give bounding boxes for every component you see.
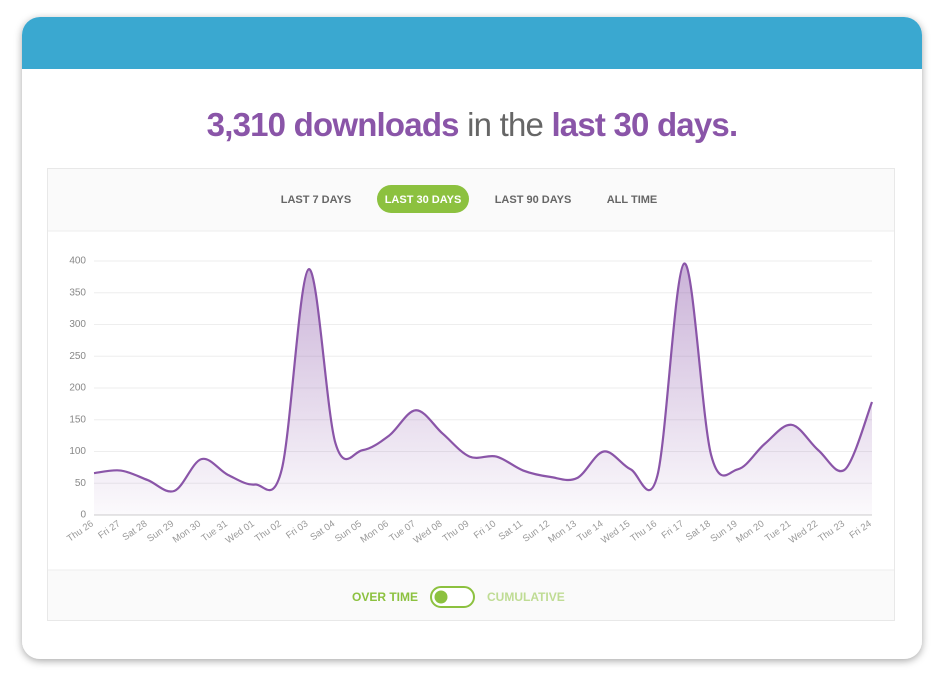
tab[interactable]: ALL TIME xyxy=(607,194,658,206)
line xyxy=(93,262,874,493)
y-tick-label: 250 xyxy=(69,351,86,362)
toggle-left-label[interactable]: OVER TIME xyxy=(352,590,418,604)
headline-count: 3,310 downloads xyxy=(207,106,459,143)
y-tick-label: 300 xyxy=(69,319,86,330)
headline: 3,310 downloads in the last 30 days. xyxy=(207,106,738,143)
header-bar xyxy=(22,17,922,69)
toggle-knob[interactable] xyxy=(434,590,448,604)
toggle-right-label[interactable]: CUMULATIVE xyxy=(487,590,565,604)
tab[interactable]: LAST 90 DAYS xyxy=(495,194,572,206)
tabs: LAST 7 DAYS LAST 30 DAYS LAST 90 DAYS ALL T… xyxy=(281,185,658,213)
y-tick-label: 350 xyxy=(69,287,86,298)
y-tick-label: 0 xyxy=(80,510,86,521)
y-tick-label: 150 xyxy=(69,414,86,425)
tab[interactable]: LAST 7 DAYS xyxy=(281,194,352,206)
area xyxy=(94,263,872,515)
tab-pill[interactable] xyxy=(377,185,469,213)
headline-middle: in the xyxy=(467,106,543,143)
y-tick-label: 400 xyxy=(69,256,86,267)
y-tick-label: 50 xyxy=(75,478,87,489)
tab-bar xyxy=(48,169,894,231)
headline-period: last 30 days. xyxy=(551,106,737,143)
tab[interactable]: LAST 30 DAYS xyxy=(385,194,462,206)
y-tick-label: 100 xyxy=(69,446,86,457)
y-tick-label: 200 xyxy=(69,383,86,394)
panel xyxy=(47,168,895,621)
